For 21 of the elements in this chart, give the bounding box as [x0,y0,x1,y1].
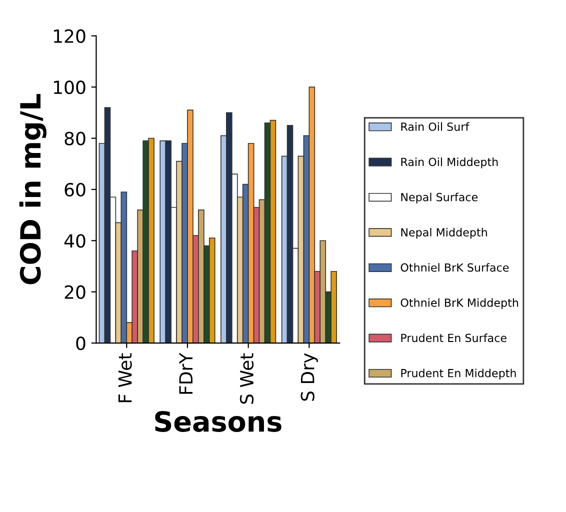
x-tick-label: FDrY [179,352,192,394]
x-axis-title: Seasons [155,410,282,432]
y-tick-label: 80 [64,132,86,146]
legend-label: Prudent En Surface [401,334,506,342]
legend-label: Nepal Surface [401,192,478,204]
x-tick-label: S Wet [240,353,254,404]
legend-label: Rain Oil Surf [401,122,470,131]
legend-label: Prudent En Middepth [401,368,516,380]
y-tick-label: 20 [64,285,86,299]
y-tick-label: 0 [76,336,86,350]
legend-label: Nepal Middepth [401,228,487,239]
legend-label: Othniel BrK Middepth [400,298,518,310]
y-tick-label: 100 [54,80,86,94]
y-tick-label: 60 [64,182,86,197]
legend-label: Rain Oil Middepth [401,158,498,168]
x-tick-label: S Dry [300,353,318,401]
y-tick-label: 40 [64,234,86,248]
x-tick-label: F Wet [118,353,132,402]
legend-label: Othniel BrK Surface [400,263,509,272]
y-tick-label: 120 [54,29,86,43]
y-axis-title: COD in mg/L [19,94,46,284]
